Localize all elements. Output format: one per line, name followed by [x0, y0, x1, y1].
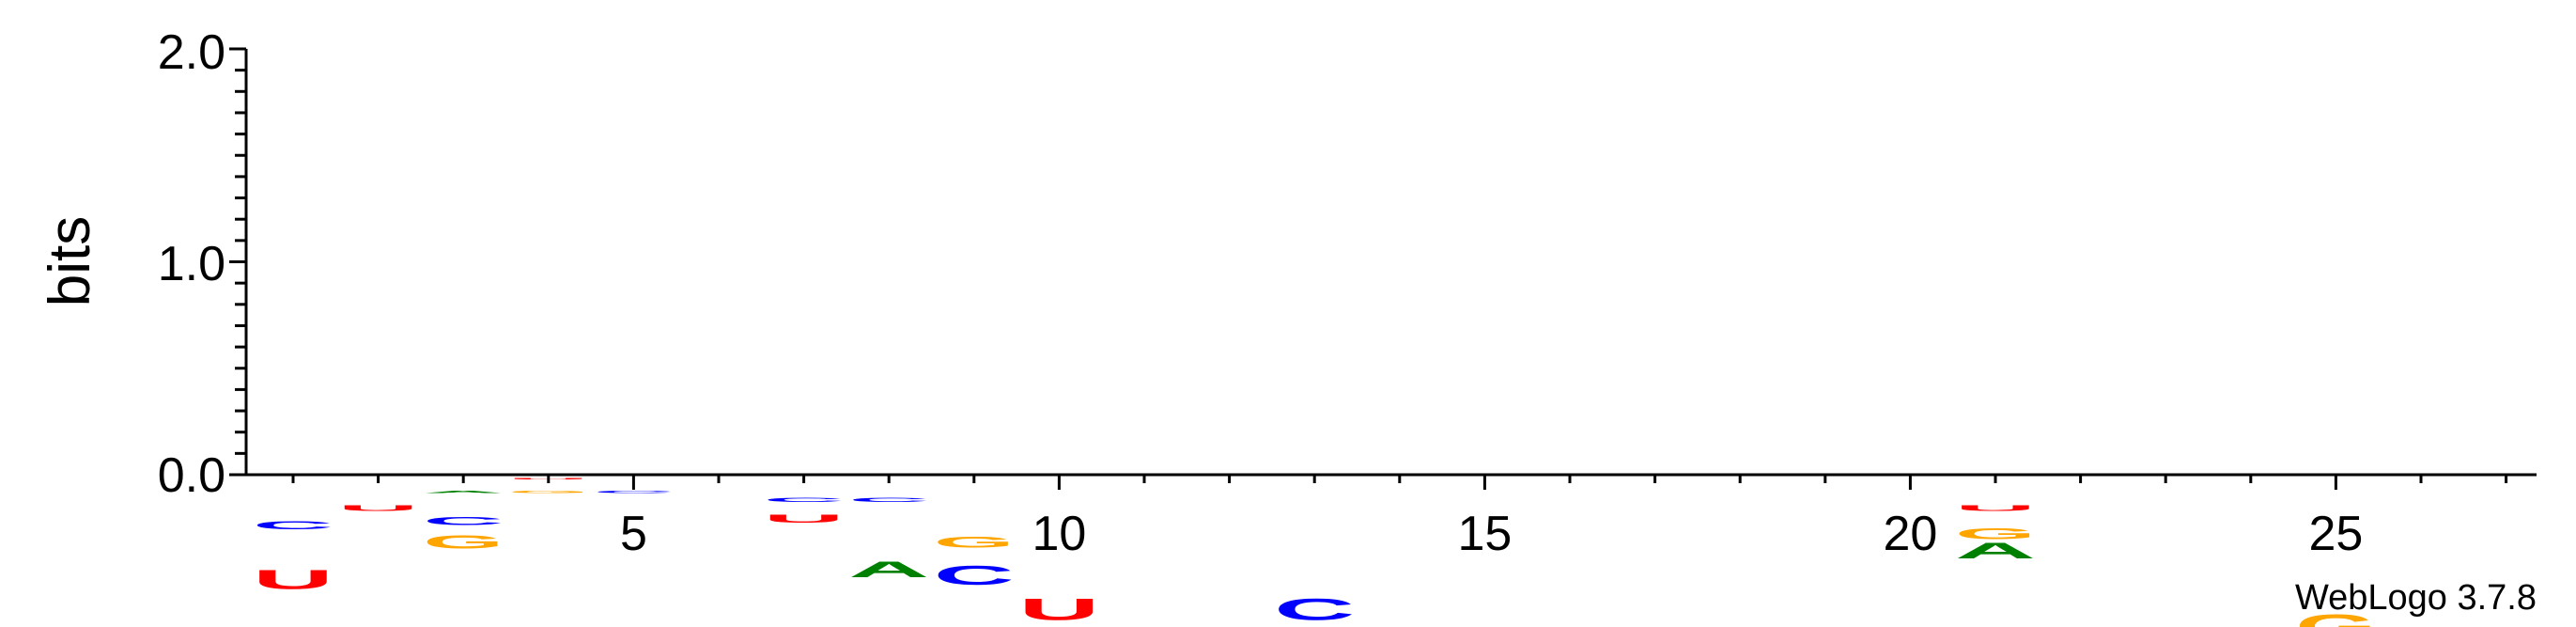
- x-tick-label-15: 15: [1457, 507, 1512, 561]
- logo-letter-U-pos-1: U: [253, 566, 334, 595]
- logo-letter-A-pos-3: A: [423, 490, 504, 494]
- logo-letter-C-pos-9: C: [934, 561, 1015, 590]
- logo-letter-C-pos-5: C: [593, 490, 674, 494]
- x-tick-label-5: 5: [620, 507, 647, 561]
- logo-letter-A-pos-21: A: [1955, 538, 2036, 563]
- logo-letter-U-pos-2: U: [338, 504, 419, 512]
- logo-letter-G-pos-21: G: [1955, 525, 2036, 542]
- axes: [229, 47, 2537, 490]
- logo-letter-U-pos-10: U: [1018, 593, 1099, 627]
- logo-letter-G-pos-25: G: [2295, 608, 2376, 627]
- y-tick-label-2: 2.0: [158, 25, 225, 80]
- logo-letter-stacks: CUGUCACGGUCACAGGACUGCAGGCUUCGCUCCGGGUUCG…: [253, 478, 2376, 627]
- y-ticks: [229, 47, 246, 477]
- x-ticks: [291, 475, 2508, 490]
- logo-letter-C-pos-13: C: [1274, 593, 1355, 627]
- y-axis-label: bits: [38, 216, 102, 306]
- logo-letter-U-pos-21: U: [1955, 504, 2036, 512]
- logo-letter-G-pos-9: G: [934, 534, 1015, 551]
- y-tick-label-0: 0.0: [158, 448, 225, 503]
- logo-letter-C-pos-8: C: [848, 497, 929, 504]
- logo-letter-A-pos-8: A: [848, 556, 929, 582]
- y-tick-label-1: 1.0: [158, 237, 225, 291]
- x-tick-label-25: 25: [2308, 507, 2363, 561]
- weblogo-credit: WebLogo 3.7.8: [2295, 578, 2537, 618]
- logo-letter-G-pos-3: G: [423, 531, 504, 553]
- x-tick-label-20: 20: [1883, 507, 1937, 561]
- logo-letter-C-pos-3: C: [423, 514, 504, 527]
- logo-letter-C-pos-1: C: [253, 519, 334, 532]
- x-tick-label-10: 10: [1032, 507, 1086, 561]
- logo-letter-U-pos-7: U: [764, 512, 845, 525]
- logo-letter-G-pos-4: G: [508, 490, 589, 494]
- logo-letter-C-pos-7: C: [764, 497, 845, 504]
